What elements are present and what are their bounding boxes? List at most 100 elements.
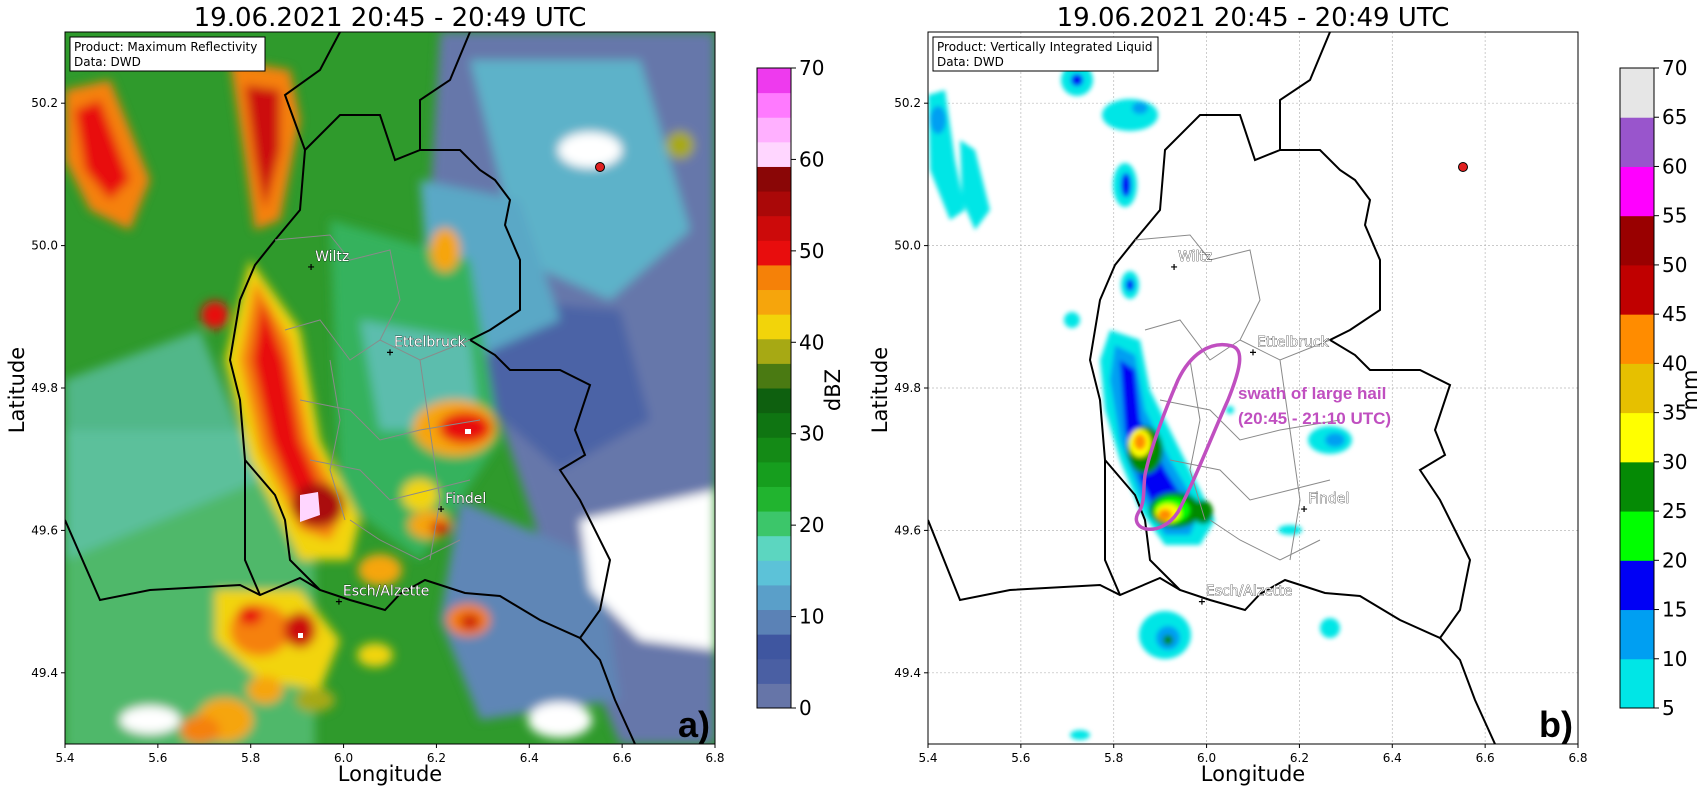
colorbar-segment: [757, 388, 791, 414]
city-label: Esch/Alzette: [343, 584, 429, 600]
panel-a-map: Wiltz Ettelbruck Findel Esch/Alzette a): [65, 32, 715, 744]
x-tick-label: 5.8: [241, 751, 260, 765]
colorbar-segment: [757, 363, 791, 389]
colorbar-segment: [1620, 461, 1654, 512]
colorbar-tick-label: 20: [1662, 548, 1687, 572]
colorbar-segment: [757, 240, 791, 266]
city-marker: [387, 349, 393, 356]
colorbar-frame: [756, 67, 792, 709]
colorbar-segment: [1620, 560, 1654, 611]
colorbar-segment: [1620, 658, 1654, 709]
colorbar-a-label: dBZ: [821, 369, 845, 411]
x-tick-label: 6.2: [427, 751, 446, 765]
reflectivity-field: [65, 32, 715, 744]
panel-a-info-box: Product: Maximum Reflectivity Data: DWD: [69, 36, 266, 72]
colorbar-segment: [757, 584, 791, 611]
colorbar-segment: [1620, 609, 1654, 660]
x-tick-label: 6.6: [613, 751, 632, 765]
colorbar-tick-label: 60: [799, 147, 824, 171]
city-label: Ettelbruck: [1257, 334, 1330, 350]
colorbar-segment: [1620, 412, 1654, 463]
colorbar-tick-label: 30: [1662, 450, 1687, 474]
colorbar-segment: [757, 338, 791, 364]
panel-b-title: 19.06.2021 20:45 - 20:49 UTC: [1057, 3, 1450, 33]
colorbar-segment: [757, 191, 791, 217]
y-tick-label: 49.8: [31, 381, 58, 395]
y-tick-label: 50.0: [31, 239, 58, 253]
colorbar-tick-label: 50: [1662, 253, 1687, 277]
colorbar-segment: [1620, 314, 1654, 364]
colorbar-tick-label: 70: [799, 56, 824, 80]
panel-b-ylabel: Latitude: [868, 347, 892, 433]
colorbar-frame: [1619, 67, 1655, 709]
colorbar-segment: [757, 215, 791, 241]
colorbar-segment: [757, 634, 791, 660]
radar-site-marker: [595, 162, 605, 172]
y-tick-label: 49.6: [894, 523, 921, 537]
colorbar-tick-label: 40: [1662, 351, 1687, 375]
colorbar-segment: [1620, 511, 1654, 561]
colorbar-segment: [757, 68, 791, 94]
colorbar-tick-label: 40: [799, 330, 824, 354]
city-marker: [438, 506, 445, 513]
y-tick-label: 50.2: [894, 96, 921, 110]
city-marker: [1250, 349, 1256, 356]
y-tick-label: 49.8: [894, 381, 921, 395]
panel-a-product: Product: Maximum Reflectivity: [74, 40, 257, 54]
colorbar-segment: [757, 412, 791, 438]
panel-a-xlabel: Longitude: [338, 762, 442, 786]
panel-a: 19.06.2021 20:45 - 20:49 UTC: [5, 3, 845, 786]
colorbar-segment: [1620, 264, 1654, 315]
city-label: Ettelbruck: [394, 334, 467, 350]
x-tick-label: 6.2: [1290, 751, 1309, 765]
colorbar-tick-label: 65: [1662, 105, 1687, 129]
radar-site-marker: [1458, 162, 1468, 172]
x-tick-label: 6.0: [1197, 751, 1216, 765]
city-label: Wiltz: [315, 249, 349, 265]
x-tick-label: 6.8: [705, 751, 724, 765]
colorbar-a: 0 10 20 30 40 50 60 70: [756, 56, 824, 720]
colorbar-segment: [757, 437, 791, 463]
colorbar-segment: [757, 535, 791, 561]
y-tick-label: 50.0: [894, 239, 921, 253]
city-marker: [1301, 506, 1308, 513]
canton-borders: [274, 234, 481, 561]
city-markers: Wiltz Ettelbruck Findel Esch/Alzette: [1171, 249, 1350, 605]
colorbar-tick-label: 20: [799, 513, 824, 537]
y-tick-label: 49.6: [31, 523, 58, 537]
panel-b-info-box: Product: Vertically Integrated Liquid Da…: [932, 36, 1159, 72]
colorbar-segment: [757, 289, 791, 315]
panel-b-source: Data: DWD: [937, 55, 1004, 69]
colorbar-tick-label: 45: [1662, 302, 1687, 326]
colorbar-tick-label: 50: [799, 239, 824, 263]
city-marker: [335, 598, 342, 605]
colorbar-segment: [757, 117, 791, 143]
panel-a-title: 19.06.2021 20:45 - 20:49 UTC: [194, 3, 587, 33]
panel-b-product: Product: Vertically Integrated Liquid: [937, 40, 1152, 54]
colorbar-tick-label: 35: [1662, 401, 1687, 425]
colorbar-segment: [1620, 166, 1654, 217]
colorbar-segment: [757, 486, 791, 512]
colorbar-segment: [757, 658, 791, 684]
panel-b-x-ticks: 5.4 5.6 5.8 6.0 6.2 6.4 6.6 6.8: [918, 744, 1588, 765]
colorbar-segment: [1620, 215, 1654, 266]
x-tick-label: 6.4: [1383, 751, 1402, 765]
hail-annotation-line2: (20:45 - 21:10 UTC): [1238, 409, 1391, 428]
colorbar-tick-label: 10: [799, 605, 824, 629]
x-tick-label: 5.6: [148, 751, 167, 765]
city-marker: [1171, 263, 1178, 270]
panel-a-ylabel: Latitude: [5, 347, 29, 433]
panel-b: 19.06.2021 20:45 - 20:49 UTC: [868, 3, 1702, 786]
colorbar-segment: [757, 461, 791, 487]
colorbar-segment: [757, 141, 791, 167]
colorbar-tick-label: 55: [1662, 204, 1687, 228]
city-label: Findel: [1308, 491, 1349, 507]
panel-a-source: Data: DWD: [74, 55, 141, 69]
x-tick-label: 5.4: [918, 751, 937, 765]
panel-b-xlabel: Longitude: [1201, 762, 1305, 786]
colorbar-tick-label: 15: [1662, 598, 1687, 622]
y-tick-label: 49.4: [31, 666, 58, 680]
panel-b-y-ticks: 49.4 49.6 49.8 50.0 50.2: [894, 96, 928, 680]
colorbar-segment: [757, 166, 791, 192]
city-marker: [308, 263, 315, 270]
